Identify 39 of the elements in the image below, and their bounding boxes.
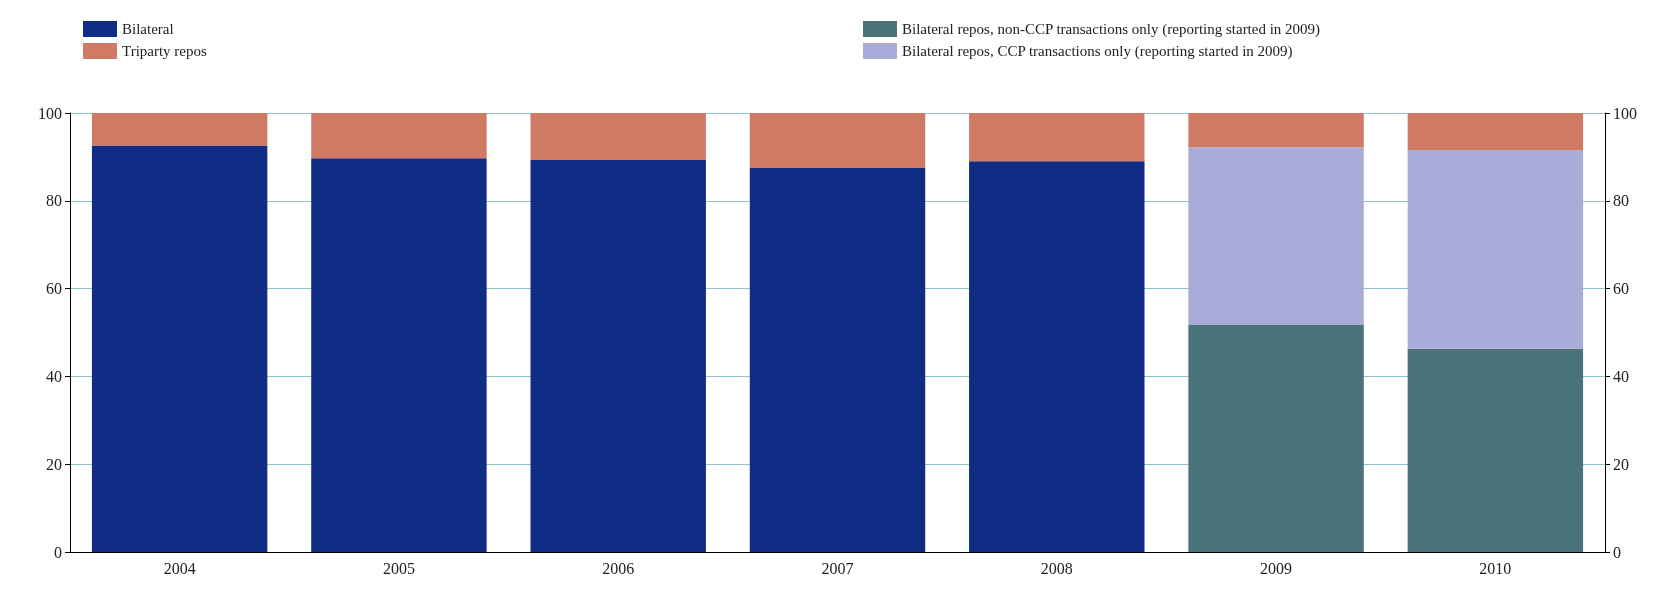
x-tick-label: 2006	[602, 559, 635, 577]
y2-tick-label: 0	[1613, 543, 1621, 561]
y2-tick-label: 60	[1613, 280, 1629, 298]
x-tick-label: 2007	[821, 559, 854, 577]
bar	[1188, 147, 1364, 325]
legend-label: Triparty repos	[122, 43, 208, 59]
y2-tick-label: 20	[1613, 455, 1629, 473]
bar	[91, 113, 268, 146]
x-tick-label: 2009	[1260, 559, 1293, 577]
bar	[311, 113, 487, 159]
y2-tick-label: 100	[1613, 104, 1637, 122]
bar	[311, 158, 487, 552]
bar	[1188, 113, 1364, 148]
legend-label: Bilateral repos, CCP transactions only (reporting started in 2009)	[902, 43, 1293, 60]
bar	[969, 161, 1145, 552]
bar	[530, 113, 706, 160]
x-tick-label: 2005	[382, 559, 415, 577]
bar	[1407, 348, 1584, 552]
bar	[1188, 324, 1364, 552]
y-tick-label: 40	[46, 367, 62, 385]
legend-label: Bilateral repos, non-CCP transactions only (reporting started in 2009)	[902, 21, 1321, 38]
bar	[530, 159, 706, 552]
x-tick-label: 2010	[1479, 559, 1512, 577]
bar	[749, 167, 926, 552]
bar	[969, 113, 1145, 162]
y-tick-label: 60	[46, 280, 62, 298]
y-tick-label: 0	[54, 543, 62, 561]
x-tick-label: 2004	[163, 559, 196, 577]
y-tick-label: 100	[38, 104, 62, 122]
y2-tick-label: 40	[1613, 367, 1629, 385]
x-tick-label: 2008	[1040, 559, 1073, 577]
bar	[749, 113, 926, 168]
bar	[1407, 149, 1584, 349]
bar	[91, 145, 268, 552]
y-tick-label: 20	[46, 455, 62, 473]
y2-tick-label: 80	[1613, 192, 1629, 210]
bar	[1407, 113, 1584, 150]
legend-label: Bilateral	[122, 21, 174, 37]
y-tick-label: 80	[46, 192, 62, 210]
